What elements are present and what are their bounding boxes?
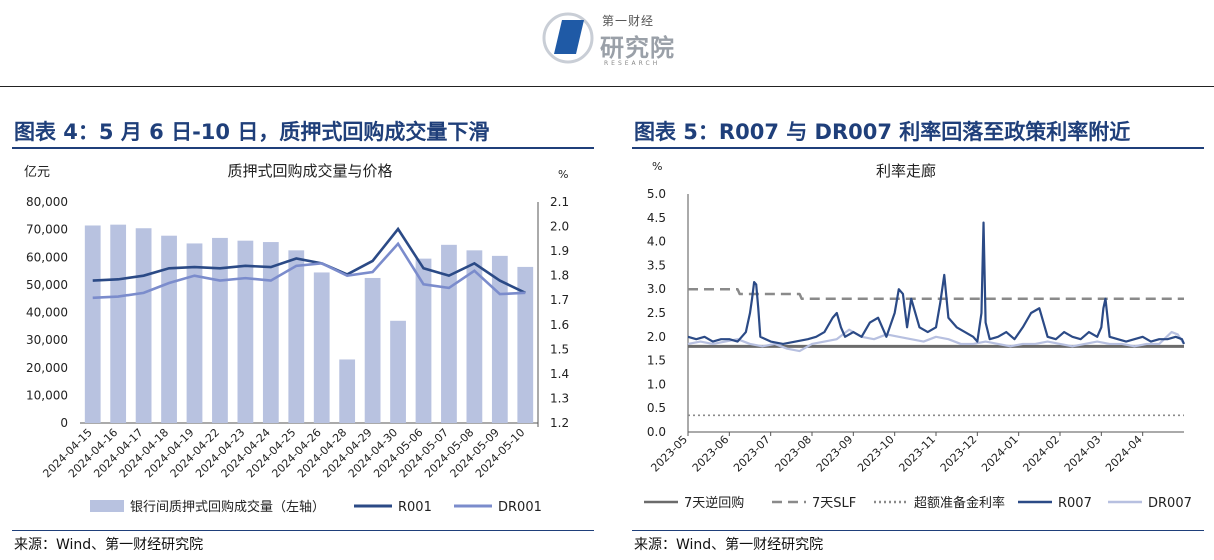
y-tick-label: 10,000	[26, 388, 68, 402]
line-dr001	[92, 241, 526, 300]
series-line-dr007	[687, 328, 1185, 353]
volume-bar	[110, 224, 127, 423]
y2-tick-label: 1.5	[550, 342, 569, 356]
chart-title: 质押式回购成交量与价格	[227, 162, 392, 180]
right-title-rule	[632, 147, 1204, 149]
volume-bar	[441, 244, 457, 423]
x-tick-label: 2024-02	[1020, 433, 1062, 475]
x-tick-label: 2024-03	[1062, 433, 1104, 475]
legend-swatch-volume	[90, 500, 124, 512]
volume-bar	[237, 240, 254, 423]
y2-tick-label: 1.6	[550, 318, 569, 332]
series-line-r007	[687, 221, 1186, 346]
y2-tick-label: 1.4	[550, 367, 569, 381]
y2-tick-label: 1.7	[550, 293, 569, 307]
volume-bar	[313, 272, 330, 423]
series-line-slf	[688, 287, 1184, 300]
left-panel-title: 图表 4：5 月 6 日-10 日，质押式回购成交量下滑	[14, 120, 490, 144]
volume-bar	[415, 258, 432, 423]
y2-tick-label: 1.3	[550, 391, 569, 405]
right-source: 来源：Wind、第一财经研究院	[634, 537, 824, 553]
header-divider	[0, 86, 1214, 87]
x-tick-label: 2023-12	[938, 433, 980, 475]
y-axis-unit-label: %	[652, 160, 662, 173]
right-bottom-rule	[632, 530, 1204, 531]
volume-bar	[212, 237, 228, 423]
volume-bar	[491, 255, 508, 423]
x-tick-label: 2023-08	[772, 433, 814, 475]
logo-main-text: 研究院	[600, 34, 675, 62]
volume-bar	[466, 250, 483, 423]
x-tick-label: 2023-11	[896, 433, 938, 475]
y-tick-label: 2.5	[647, 306, 666, 320]
y-tick-label: 0.0	[647, 425, 666, 439]
left-source: 来源：Wind、第一财经研究院	[14, 537, 204, 553]
volume-bar	[262, 242, 279, 423]
y-tick-label: 50,000	[26, 278, 68, 292]
x-tick-label: 2024-04	[1103, 433, 1145, 475]
y-axis-unit-label: 亿元	[24, 165, 50, 180]
y-tick-label: 80,000	[26, 195, 68, 209]
y-tick-label: 70,000	[26, 223, 68, 237]
legend-label: 7天SLF	[812, 496, 856, 511]
legend-label-volume: 银行间质押式回购成交量（左轴）	[130, 499, 325, 515]
x-tick-label: 2024-01	[979, 433, 1021, 475]
legend-label: 超额准备金利率	[914, 495, 1005, 511]
logo-top-text: 第一财经	[602, 14, 655, 28]
y-tick-label: 40,000	[26, 306, 68, 320]
y-tick-label: 1.5	[647, 354, 666, 368]
y-tick-label: 60,000	[26, 250, 68, 264]
volume-bar	[390, 320, 406, 423]
legend-label: DR007	[1148, 496, 1192, 511]
legend-label-r001: R001	[398, 500, 432, 515]
volume-bar	[339, 359, 356, 423]
volume-bar	[364, 277, 381, 423]
y2-tick-label: 1.2	[550, 416, 569, 430]
y2-axis-unit-label: %	[558, 168, 568, 181]
chart-title: 利率走廊	[876, 162, 936, 180]
y-tick-label: 20,000	[26, 361, 68, 375]
legend-label-dr001: DR001	[498, 500, 542, 515]
x-tick-label: 2023-06	[690, 433, 732, 475]
volume-bar	[517, 266, 534, 423]
volume-bar	[84, 225, 101, 423]
line-r001	[92, 226, 526, 295]
y-tick-label: 0.5	[647, 401, 666, 415]
y-tick-label: 3.5	[647, 258, 666, 272]
y-tick-label: 0	[60, 416, 68, 430]
y-tick-label: 1.0	[647, 377, 666, 391]
left-bottom-rule	[12, 530, 594, 531]
legend-label: 7天逆回购	[684, 495, 744, 511]
legend-label: R007	[1058, 496, 1092, 511]
y2-tick-label: 1.8	[550, 269, 569, 283]
right-panel-title: 图表 5：R007 与 DR007 利率回落至政策利率附近	[634, 120, 1131, 144]
y2-tick-label: 2.0	[550, 220, 569, 234]
y-tick-label: 3.0	[647, 282, 666, 296]
logo-sub-text: RESEARCH	[604, 60, 661, 67]
y2-tick-label: 1.9	[550, 244, 569, 258]
y-tick-label: 30,000	[26, 333, 68, 347]
x-tick-label: 2023-10	[855, 433, 897, 475]
x-tick-label: 2023-05	[648, 433, 690, 475]
y-tick-label: 5.0	[647, 187, 666, 201]
volume-bar	[161, 235, 177, 423]
repo-volume-chart: 质押式回购成交量与价格 亿元 % 0 10,000 20,000 30,000 40,000 5…	[24, 162, 569, 515]
brand-logo: 第一财经 研究院 RESEARCH	[540, 6, 690, 70]
rate-corridor-chart: 利率走廊% 0.0 0.5 1.0 1.5 2.0 2.5 3.0 3.5 4.0 4.5 5.0 20…	[644, 160, 1192, 511]
y2-tick-label: 2.1	[550, 195, 569, 209]
y-tick-label: 4.0	[647, 235, 666, 249]
y-tick-label: 2.0	[647, 330, 666, 344]
x-tick-label: 2023-09	[814, 433, 856, 475]
x-tick-label: 2023-07	[731, 433, 773, 475]
volume-bar	[135, 228, 152, 423]
volume-bar	[288, 250, 305, 423]
left-title-rule	[12, 147, 594, 149]
y-tick-label: 4.5	[647, 211, 666, 225]
logo-mark-icon	[542, 12, 594, 64]
volume-bar	[186, 243, 203, 423]
